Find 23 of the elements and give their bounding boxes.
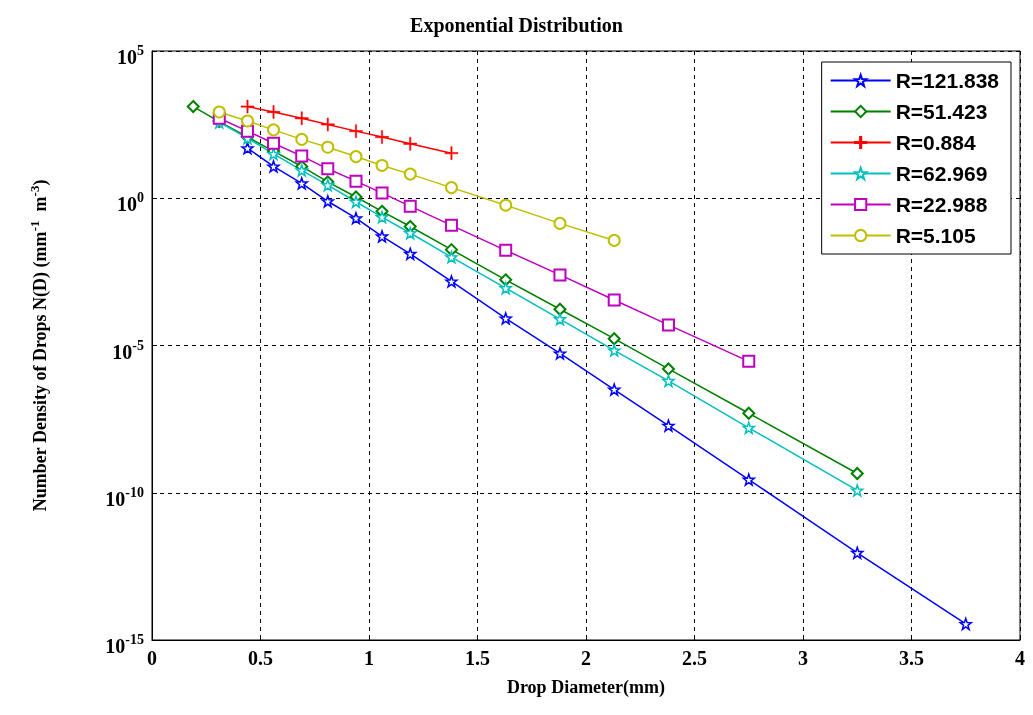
legend-label: R=0.884: [895, 131, 976, 154]
legend-label: R=62.969: [895, 162, 988, 185]
legend-label: R=22.988: [895, 193, 988, 216]
x-tick-label: 4: [1015, 647, 1025, 669]
y-tick-label: 10$^{-5}$: [112, 336, 144, 363]
x-tick-label: 0.5: [248, 647, 273, 669]
y-axis-title: Number Density of Drops N(D) (mm-1 m-3): [27, 179, 51, 512]
legend-label: R=51.423: [895, 100, 988, 123]
x-tick-label: 2: [581, 647, 591, 669]
x-tick-label: 0: [147, 647, 157, 669]
x-tick-label: 2.5: [682, 647, 707, 669]
y-tick-label: 10$^{0}$: [117, 189, 144, 216]
x-tick-label: 1.5: [465, 647, 490, 669]
x-tick-label: 3: [798, 647, 808, 669]
legend-label: R=5.105: [895, 224, 976, 247]
x-axis-title: Drop Diameter(mm): [506, 677, 666, 698]
legend-label: R=121.838: [895, 69, 1000, 92]
chart-title: Exponential Distribution: [410, 14, 623, 37]
x-tick-label: 1: [364, 647, 374, 669]
y-tick-label: 10$^{-15}$: [105, 631, 144, 657]
y-tick-label: 10$^{5}$: [117, 42, 144, 68]
y-tick-label: 10$^{-10}$: [105, 483, 144, 510]
x-tick-label: 3.5: [899, 647, 924, 669]
